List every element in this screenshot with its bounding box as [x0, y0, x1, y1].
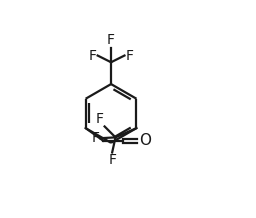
Text: F: F	[108, 153, 116, 167]
Text: F: F	[96, 112, 104, 126]
Text: F: F	[92, 131, 100, 145]
Text: O: O	[139, 133, 151, 148]
Text: F: F	[107, 33, 115, 47]
Text: F: F	[125, 49, 133, 63]
Text: F: F	[89, 49, 97, 63]
